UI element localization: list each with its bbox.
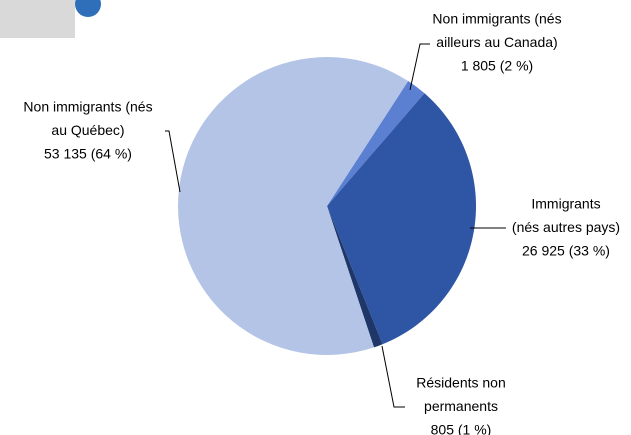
pie-slice [327,206,383,348]
pie-slice [178,57,409,355]
leader-line [409,43,430,91]
slice-label: au Québec) [51,122,124,138]
value-label: 26 925 (33 %) [522,243,610,259]
pie-slice [327,93,476,345]
leader-line [165,130,181,193]
slice-label: Immigrants [531,196,600,212]
slice-label: Non immigrants (nés [432,11,561,27]
logo-mark [75,0,101,17]
slice-label: (nés autres pays) [512,219,620,235]
value-label: 805 (1 %) [431,422,492,435]
value-label: 1 805 (2 %) [461,58,533,74]
slice-label: Résidents non [416,375,506,391]
slice-label: ailleurs au Canada) [436,34,557,50]
pie-slice [327,81,425,206]
slice-label: permanents [424,398,498,414]
logo-image [0,0,75,38]
slice-label: Non immigrants (nés [23,99,152,115]
value-label: 53 135 (64 %) [44,146,132,162]
leader-line [381,345,405,408]
